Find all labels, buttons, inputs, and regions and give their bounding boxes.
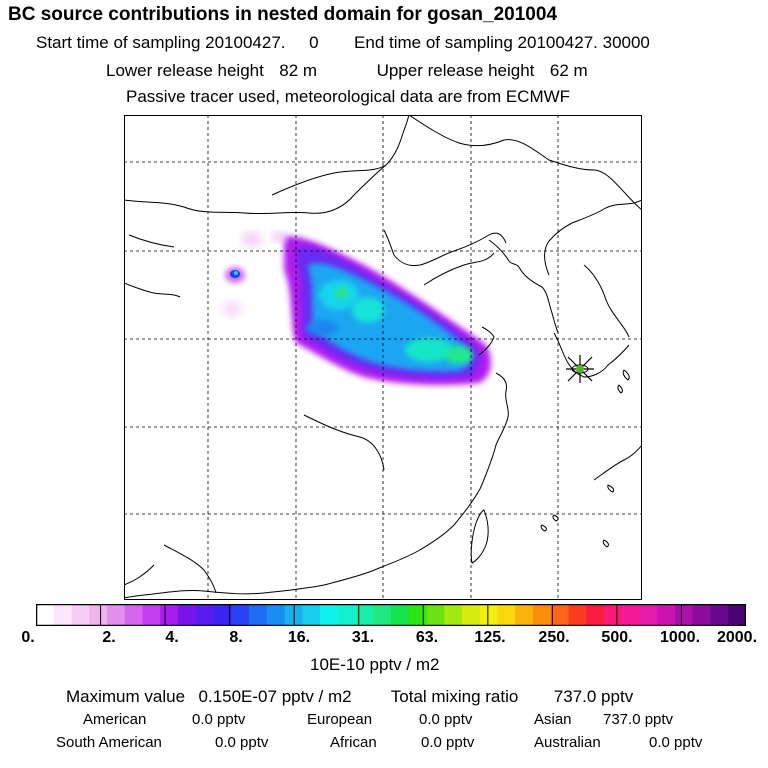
lat-lon-grid	[124, 115, 642, 600]
colorbar-swatch	[639, 604, 658, 626]
colorbar-tick-label: 125.	[474, 629, 506, 646]
upper-value: 62 m	[549, 61, 588, 80]
colorbar-swatch	[284, 604, 303, 626]
colorbar-tick-label: 2.	[102, 629, 116, 646]
lower-label: Lower release height	[106, 61, 264, 80]
african-label: African	[330, 734, 377, 751]
australian-value: 0.0 pptv	[649, 734, 703, 751]
colorbar-tick-label: 250.	[538, 629, 570, 646]
end-value: 20100427. 30000	[517, 33, 650, 52]
australian-label: Australian	[534, 734, 601, 751]
colorbar-swatch	[586, 604, 605, 626]
colorbar-units: 10E-10 pptv / m2	[310, 655, 440, 674]
colorbar-swatch	[497, 604, 516, 626]
colorbar-swatch	[36, 604, 55, 626]
colorbar-swatch	[426, 604, 445, 626]
colorbar-swatch	[337, 604, 356, 626]
colorbar-swatch	[462, 604, 481, 626]
american-label: American	[83, 711, 147, 728]
max-label: Maximum value	[66, 687, 186, 706]
upper-label: Upper release height	[376, 61, 535, 80]
colorbar-swatch	[444, 604, 463, 626]
colorbar-swatch	[710, 604, 729, 626]
colorbar-swatch	[266, 604, 285, 626]
colorbar-swatch	[249, 604, 268, 626]
colorbar-swatch	[621, 604, 640, 626]
colorbar-swatch	[124, 604, 143, 626]
colorbar-border	[36, 604, 746, 626]
colorbar-tick-label: 8.	[229, 629, 243, 646]
colorbar	[36, 604, 746, 626]
end-label: End time of sampling	[354, 33, 513, 52]
colorbar-swatch	[107, 604, 126, 626]
colorbar-swatch	[142, 604, 161, 626]
colorbar-swatch	[479, 604, 498, 626]
colorbar-swatch	[213, 604, 232, 626]
plume-field	[223, 232, 491, 385]
colorbar-swatch	[728, 604, 746, 626]
asian-label: Asian	[534, 711, 572, 728]
sampling-times: Start time of sampling 20100427. 0 End t…	[36, 33, 650, 53]
colorbar-tick-label: 63.	[415, 629, 439, 646]
colorbar-swatch	[53, 604, 72, 626]
european-label: European	[307, 711, 373, 728]
release-heights: Lower release height 82 m Upper release …	[106, 61, 588, 81]
lower-value: 82 m	[279, 61, 318, 80]
colorbar-swatch	[604, 604, 623, 626]
colorbar-swatch	[568, 604, 587, 626]
african-value: 0.0 pptv	[421, 734, 475, 751]
colorbar-swatch	[692, 604, 711, 626]
max-value: 0.150E-07 pptv / m2	[198, 687, 352, 706]
colorbar-tick-label: 31.	[351, 629, 375, 646]
colorbar-swatch	[355, 604, 374, 626]
colorbar-swatch	[160, 604, 179, 626]
start-value: 20100427. 0	[205, 33, 319, 52]
american-value: 0.0 pptv	[192, 711, 246, 728]
colorbar-swatch	[515, 604, 534, 626]
colorbar-swatch	[533, 604, 552, 626]
european-value: 0.0 pptv	[419, 711, 473, 728]
start-label: Start time of sampling	[36, 33, 201, 52]
colorbar-swatch	[675, 604, 694, 626]
tracer-note: Passive tracer used, meteorological data…	[126, 87, 571, 106]
colorbar-swatch	[373, 604, 392, 626]
colorbar-swatch	[657, 604, 676, 626]
asian-value: 737.0 pptv	[603, 711, 674, 728]
colorbar-tick-label: 0.	[21, 629, 35, 646]
colorbar-swatch	[195, 604, 214, 626]
south-american-value: 0.0 pptv	[215, 734, 269, 751]
colorbar-swatch	[71, 604, 90, 626]
plot-title: BC source contributions in nested domain…	[8, 4, 558, 25]
colorbar-swatch	[89, 604, 108, 626]
colorbar-tick-label: 4.	[165, 629, 179, 646]
map-panel	[124, 115, 642, 600]
colorbar-swatch	[408, 604, 427, 626]
south-american-label: South American	[56, 734, 162, 751]
colorbar-swatch	[231, 604, 250, 626]
colorbar-swatch	[178, 604, 197, 626]
colorbar-tick-label: 500.	[601, 629, 633, 646]
colorbar-tick-label: 2000.	[716, 629, 758, 646]
colorbar-tick-label: 16.	[287, 629, 311, 646]
colorbar-swatch	[302, 604, 321, 626]
coastlines	[124, 115, 642, 599]
receptor-marker	[566, 355, 594, 383]
total-value: 737.0 pptv	[553, 687, 634, 706]
colorbar-swatch	[550, 604, 569, 626]
colorbar-swatch	[320, 604, 339, 626]
total-label: Total mixing ratio	[390, 687, 519, 706]
colorbar-swatch	[391, 604, 410, 626]
summary-max-total: Maximum value 0.150E-07 pptv / m2 Total …	[66, 687, 633, 707]
colorbar-tick-label: 1000.	[659, 629, 701, 646]
